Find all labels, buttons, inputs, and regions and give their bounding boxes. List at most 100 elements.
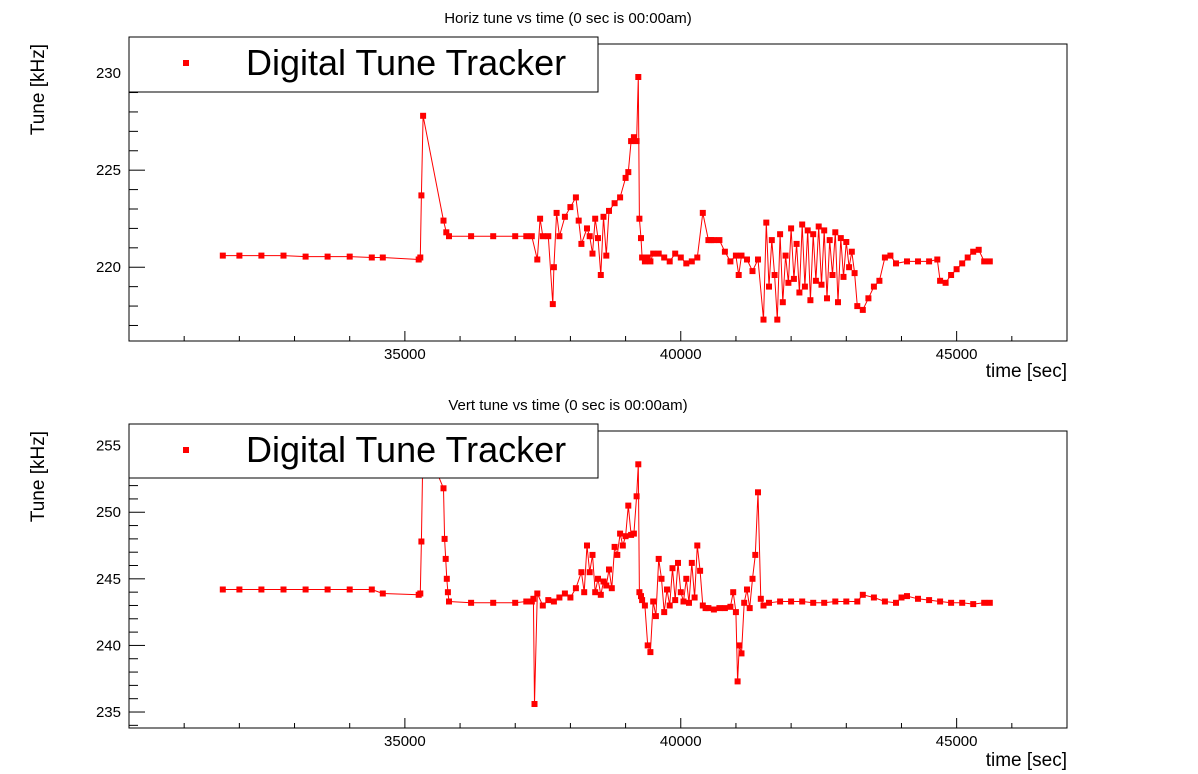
data-point (655, 250, 662, 257)
data-point (592, 589, 599, 596)
data-point (755, 256, 761, 263)
data-point (597, 591, 604, 598)
legend-marker (183, 60, 189, 66)
data-point (630, 530, 637, 537)
data-point (953, 266, 960, 273)
data-point (760, 602, 767, 609)
data-point (986, 599, 993, 606)
data-point (549, 301, 556, 308)
data-point (716, 237, 723, 244)
data-point (633, 138, 640, 145)
data-point (821, 599, 828, 606)
data-point (672, 597, 679, 604)
data-point (752, 551, 759, 558)
data-point (346, 586, 353, 593)
data-point (970, 248, 977, 255)
vert-tune-panel: Vert tune vs time (0 sec is 00:00am) 3500… (28, 397, 1068, 771)
data-point (683, 575, 690, 582)
data-point (556, 594, 563, 601)
data-point (638, 235, 644, 242)
data-point (848, 248, 855, 255)
data-point (611, 200, 618, 207)
data-point (635, 461, 642, 468)
data-point (854, 303, 861, 310)
x-axis-label: time [sec] (986, 361, 1067, 382)
data-point (550, 264, 557, 271)
data-point (948, 599, 955, 606)
data-point (567, 204, 574, 211)
data-point (970, 601, 977, 608)
data-point (815, 223, 822, 230)
data-point (710, 237, 717, 244)
data-point (788, 598, 795, 605)
data-point (738, 650, 745, 657)
legend: Digital Tune Tracker (128, 423, 599, 479)
legend-label: Digital Tune Tracker (246, 42, 566, 83)
data-point (468, 599, 475, 606)
data-point (581, 589, 588, 596)
data-point (442, 555, 449, 562)
data-point (824, 295, 830, 302)
data-point (826, 237, 833, 244)
data-point (578, 240, 585, 247)
data-point (603, 582, 610, 589)
data-point (236, 586, 243, 593)
data-point (440, 217, 447, 224)
data-point (589, 250, 596, 257)
data-point (727, 258, 734, 265)
data-point (537, 215, 544, 222)
data-point (846, 264, 853, 271)
data-point (746, 605, 753, 612)
data-point (766, 283, 772, 290)
data-point (625, 502, 632, 509)
data-point (727, 603, 734, 610)
data-point (937, 598, 944, 605)
data-point (749, 575, 756, 582)
data-point (650, 598, 657, 605)
data-point (736, 642, 743, 649)
data-point (804, 227, 811, 234)
data-point (810, 599, 817, 606)
data-point (959, 599, 966, 606)
data-point (258, 252, 265, 259)
y-tick-label: 250 (96, 504, 121, 521)
data-point (530, 595, 537, 602)
data-point (768, 237, 775, 244)
data-point (959, 260, 966, 267)
data-point (730, 589, 737, 596)
data-point (686, 599, 692, 606)
data-point (975, 246, 982, 253)
data-point (539, 602, 546, 609)
data-point (534, 256, 541, 263)
y-tick-label: 220 (96, 259, 121, 276)
data-point (832, 598, 839, 605)
data-point (691, 594, 698, 601)
data-point (716, 605, 723, 612)
data-point (893, 260, 899, 267)
chart-title: Vert tune vs time (0 sec is 00:00am) (448, 397, 687, 414)
data-point (744, 256, 750, 263)
legend-box (128, 423, 599, 479)
data-point (523, 233, 530, 240)
data-point (650, 250, 657, 257)
data-point (688, 258, 695, 265)
data-point (721, 248, 728, 255)
data-point (859, 591, 866, 598)
data-point (600, 578, 607, 585)
y-axis-label: Tune [kHz] (28, 44, 49, 135)
data-point (666, 602, 673, 609)
data-point (647, 258, 654, 265)
data-point (539, 233, 546, 240)
data-point (280, 586, 287, 593)
data-point (441, 535, 448, 542)
legend-label: Digital Tune Tracker (246, 429, 566, 470)
data-point (688, 559, 695, 566)
data-point (774, 316, 781, 323)
horiz-tune-panel: Horiz tune vs time (0 sec is 00:00am) 350… (28, 10, 1068, 382)
data-point (741, 599, 748, 606)
data-point (633, 493, 640, 500)
y-tick-label: 245 (96, 571, 121, 588)
data-point (721, 605, 728, 612)
data-point (639, 597, 646, 604)
data-point (444, 589, 451, 596)
